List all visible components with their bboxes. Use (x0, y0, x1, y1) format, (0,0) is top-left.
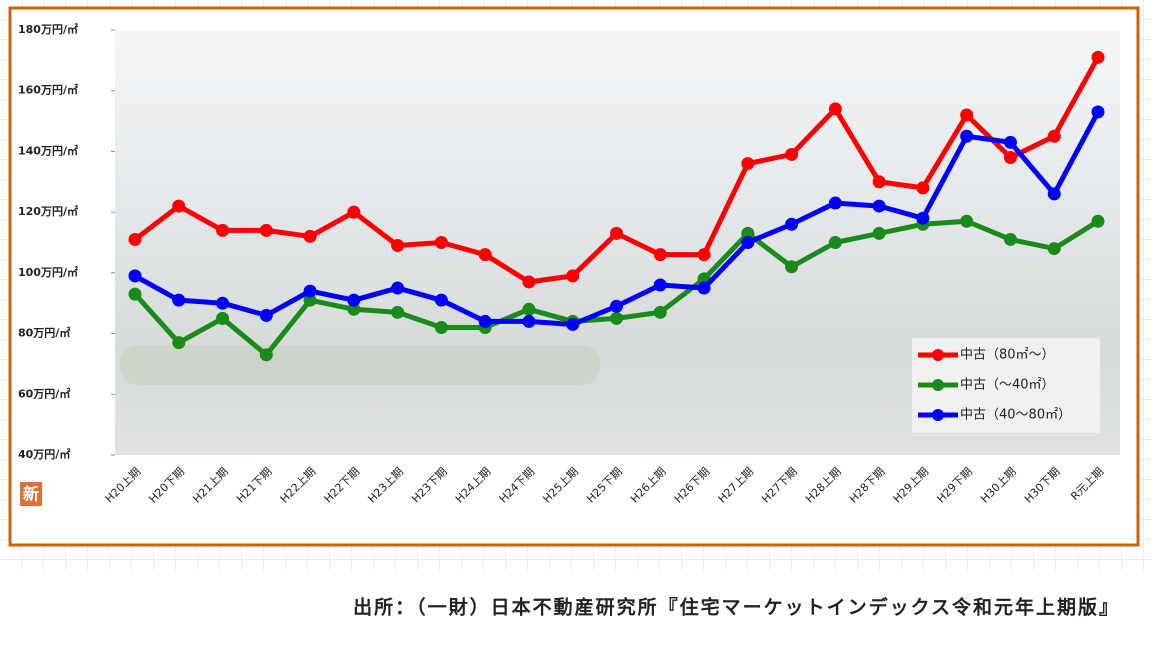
data-point (522, 302, 536, 316)
data-point (1091, 214, 1105, 228)
data-point (785, 260, 799, 274)
data-point (303, 229, 317, 243)
legend-marker (932, 349, 944, 361)
data-point (741, 157, 755, 171)
data-point (1091, 50, 1105, 64)
data-point (1047, 242, 1061, 256)
data-point (1003, 151, 1017, 164)
data-point (128, 287, 142, 301)
data-point (522, 314, 536, 328)
data-point (259, 348, 273, 362)
data-point (259, 308, 273, 322)
data-point (610, 226, 623, 240)
data-point (697, 248, 711, 262)
data-point (434, 293, 448, 307)
y-tick-label: 160万円/㎡ (18, 83, 78, 97)
data-point (1003, 232, 1017, 246)
data-point (960, 129, 974, 143)
data-point (785, 217, 799, 231)
legend-marker (932, 379, 944, 391)
data-point (478, 248, 492, 262)
data-point (872, 175, 886, 189)
data-point (1091, 105, 1105, 119)
data-point (785, 147, 799, 161)
footer-area (0, 570, 1152, 648)
data-point (610, 299, 623, 313)
data-point (653, 278, 667, 292)
data-point (303, 293, 317, 307)
photo-island (120, 345, 600, 385)
y-tick-label: 60万円/㎡ (18, 386, 70, 400)
data-point (828, 196, 842, 210)
legend-label: 中古（40～80㎡） (960, 408, 1071, 423)
data-point (391, 305, 405, 319)
data-point (478, 314, 492, 328)
data-point (566, 269, 580, 283)
data-point (216, 311, 230, 325)
badge: 新 (23, 485, 39, 504)
data-point (697, 281, 711, 295)
data-point (172, 199, 186, 213)
legend-marker (932, 409, 944, 421)
data-point (434, 321, 448, 334)
data-point (741, 236, 755, 249)
legend-label: 中古（～40㎡） (960, 378, 1055, 393)
data-point (653, 248, 667, 262)
data-point (872, 226, 886, 240)
data-point (128, 232, 142, 246)
data-point (216, 223, 230, 237)
data-point (610, 311, 623, 325)
data-point (522, 275, 536, 289)
y-tick-label: 40万円/㎡ (18, 447, 70, 461)
data-point (653, 305, 667, 319)
data-point (960, 108, 974, 122)
y-tick-label: 140万円/㎡ (18, 143, 78, 157)
source: 出所：（一財）日本不動産研究所『住宅マーケットインデックス令和元年上期版』 (353, 596, 1120, 619)
data-point (566, 317, 580, 331)
data-point (128, 269, 142, 283)
data-point (1047, 129, 1061, 143)
data-point (391, 239, 405, 253)
data-point (216, 296, 230, 310)
y-tick-label: 80万円/㎡ (18, 326, 70, 340)
y-tick-label: 100万円/㎡ (18, 265, 78, 279)
data-point (828, 236, 842, 249)
data-point (1047, 187, 1061, 201)
data-point (960, 214, 974, 228)
data-point (391, 281, 405, 295)
data-point (259, 223, 273, 237)
badge-box (20, 482, 42, 506)
data-point (741, 226, 755, 240)
data-point (434, 236, 448, 249)
data-point (347, 302, 361, 316)
data-point (172, 293, 186, 307)
y-tick-label: 120万円/㎡ (18, 204, 78, 218)
data-point (916, 211, 930, 225)
data-point (872, 199, 886, 213)
legend-label: 中古（80㎡～） (960, 348, 1055, 363)
y-tick-label: 180万円/㎡ (18, 22, 78, 36)
data-point (303, 284, 317, 298)
data-point (347, 205, 361, 219)
data-point (347, 293, 361, 307)
data-point (916, 181, 930, 195)
data-point (172, 336, 186, 350)
data-point (828, 102, 842, 116)
data-point (1003, 135, 1017, 149)
